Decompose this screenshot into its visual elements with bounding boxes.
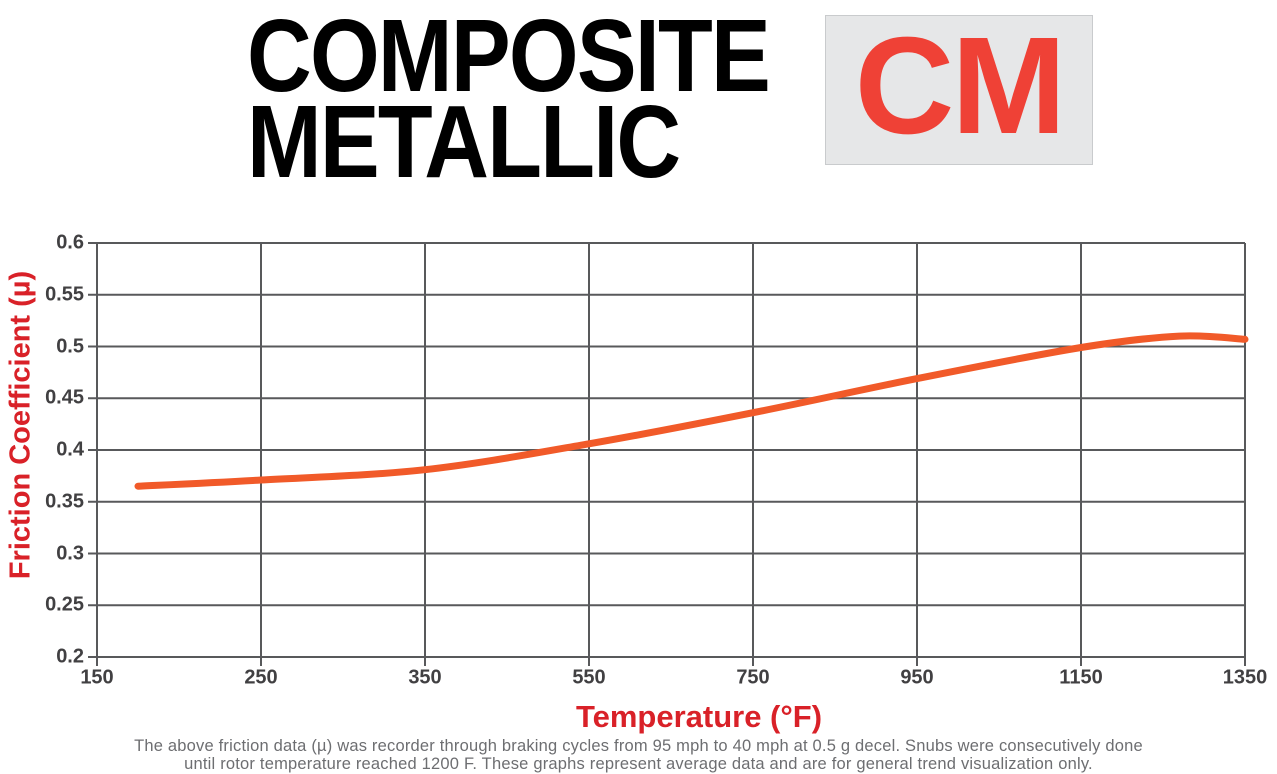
x-tick-label: 950 [900,666,934,689]
y-tick-label: 0.5 [56,335,84,357]
compound-code-label: CM [854,9,1067,163]
y-tick-label: 0.45 [45,386,84,409]
x-tick-label: 350 [408,666,442,689]
title-line-2: METALLIC [247,84,681,199]
x-tick-label: 550 [572,666,606,689]
y-tick-label: 0.6 [56,231,84,254]
footnote: The above friction data (µ) was recorder… [0,737,1277,773]
y-tick-label: 0.4 [56,438,84,461]
x-tick-label: 250 [244,666,278,689]
y-tick-label: 0.55 [45,283,84,306]
y-axis-title: Friction Coefficient (µ) [4,270,37,580]
page-title: COMPOSITE METALLIC [247,0,771,199]
footnote-line-1: The above friction data (µ) was recorder… [134,737,1143,755]
x-tick-label: 1150 [1059,666,1103,689]
title-line-1: COMPOSITE [247,0,771,113]
y-tick-label: 0.2 [56,645,84,668]
compound-code-badge: CM [825,15,1093,165]
footnote-line-2: until rotor temperature reached 1200 F. … [184,754,1093,773]
friction-curve [134,332,1249,490]
y-tick-label: 0.35 [45,490,84,513]
x-tick-label: 150 [80,666,114,689]
x-tick-label: 1350 [1222,666,1268,689]
y-tick-label: 0.25 [45,593,84,616]
x-axis-title: Temperature (°F) [575,699,823,734]
y-tick-label: 0.3 [56,542,84,564]
x-tick-label: 750 [736,666,770,689]
